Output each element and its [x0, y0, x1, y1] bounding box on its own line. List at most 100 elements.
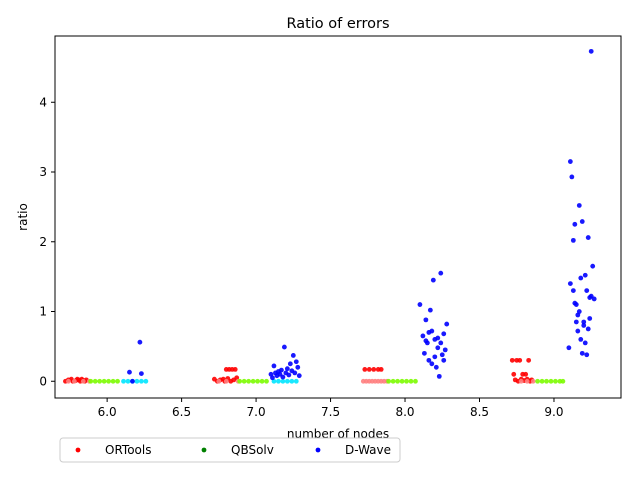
data-point — [289, 378, 295, 384]
plot-frame — [54, 35, 622, 399]
legend-box — [59, 437, 401, 463]
data-point — [581, 323, 587, 328]
data-point — [255, 378, 260, 384]
x-tick-label: 6.0 — [98, 405, 117, 419]
data-points — [63, 48, 597, 384]
data-point — [292, 370, 298, 376]
data-point — [371, 367, 377, 372]
x-tick-label: 7.0 — [247, 405, 266, 419]
data-point — [426, 357, 432, 363]
data-point — [366, 367, 372, 372]
data-point — [523, 371, 529, 377]
data-point — [511, 371, 517, 377]
data-point — [404, 378, 409, 384]
data-point — [121, 378, 126, 384]
data-point — [578, 275, 584, 281]
data-point — [264, 378, 269, 384]
x-tick-label: 7.5 — [321, 405, 340, 419]
data-point — [517, 357, 523, 363]
data-point — [553, 378, 558, 384]
data-point — [573, 319, 579, 325]
y-tick-label: 3 — [39, 165, 47, 179]
x-tick-label: 6.5 — [172, 405, 191, 419]
data-point — [386, 378, 392, 384]
data-point — [567, 281, 573, 287]
data-point — [276, 378, 281, 384]
data-point — [101, 378, 107, 384]
legend: ORTools QBSolv D-Wave — [59, 437, 401, 463]
data-point — [584, 288, 590, 293]
data-point — [441, 357, 447, 363]
data-point — [587, 295, 593, 300]
data-point — [284, 378, 290, 384]
data-point — [429, 361, 435, 367]
data-point — [423, 338, 429, 344]
data-point — [293, 359, 299, 365]
data-point — [115, 378, 120, 384]
x-tick-label: 8.0 — [395, 405, 414, 419]
legend-label: ORTools — [105, 443, 151, 457]
x-axis: 6.0 6.5 7.0 7.5 8.0 8.5 9.0 — [98, 398, 564, 419]
data-point — [430, 277, 436, 283]
data-point — [216, 378, 222, 384]
data-point — [88, 378, 94, 384]
data-point — [237, 378, 243, 384]
data-point — [570, 288, 576, 293]
y-axis: 0 1 2 3 4 — [39, 95, 55, 388]
data-point — [572, 221, 578, 227]
data-point — [270, 375, 275, 381]
data-point — [576, 203, 582, 208]
data-point — [296, 373, 302, 379]
legend-label: QBSolv — [231, 443, 274, 457]
y-tick-label: 4 — [39, 95, 47, 109]
data-point — [435, 345, 441, 351]
data-point — [526, 357, 532, 363]
data-point — [439, 352, 445, 358]
data-point — [575, 312, 581, 318]
data-point — [423, 317, 429, 323]
data-point — [433, 364, 439, 370]
data-point — [271, 363, 277, 369]
data-point — [408, 378, 414, 384]
data-point — [66, 378, 71, 384]
data-point — [436, 373, 442, 379]
data-point — [143, 378, 149, 384]
data-point — [71, 378, 77, 384]
data-point — [280, 374, 286, 380]
legend-label: D-Wave — [345, 443, 391, 457]
data-point — [441, 331, 447, 337]
data-point — [432, 354, 438, 360]
data-point — [290, 353, 296, 358]
data-point — [587, 316, 593, 321]
legend-marker — [315, 447, 321, 453]
data-point — [390, 378, 396, 384]
data-point — [426, 330, 432, 335]
data-point — [110, 378, 116, 384]
chart-title: Ratio of errors — [286, 16, 389, 32]
data-point — [582, 340, 588, 346]
data-point — [544, 378, 549, 384]
data-point — [137, 339, 143, 345]
data-point — [530, 378, 536, 384]
data-point — [395, 378, 400, 384]
data-point — [560, 378, 566, 384]
data-point — [584, 352, 590, 358]
data-point — [92, 378, 98, 384]
data-point — [259, 378, 265, 384]
data-point — [588, 48, 594, 54]
data-point — [524, 378, 530, 384]
data-point — [581, 319, 587, 325]
y-tick-label: 1 — [39, 305, 47, 319]
data-point — [250, 378, 256, 384]
data-point — [134, 378, 140, 384]
data-point — [421, 350, 427, 356]
x-tick-label: 8.5 — [470, 405, 489, 419]
data-point — [287, 361, 293, 367]
data-point — [399, 378, 405, 384]
data-point — [127, 369, 132, 375]
data-point — [548, 378, 554, 384]
data-point — [435, 335, 441, 341]
data-point — [438, 340, 444, 346]
data-point — [97, 378, 103, 384]
